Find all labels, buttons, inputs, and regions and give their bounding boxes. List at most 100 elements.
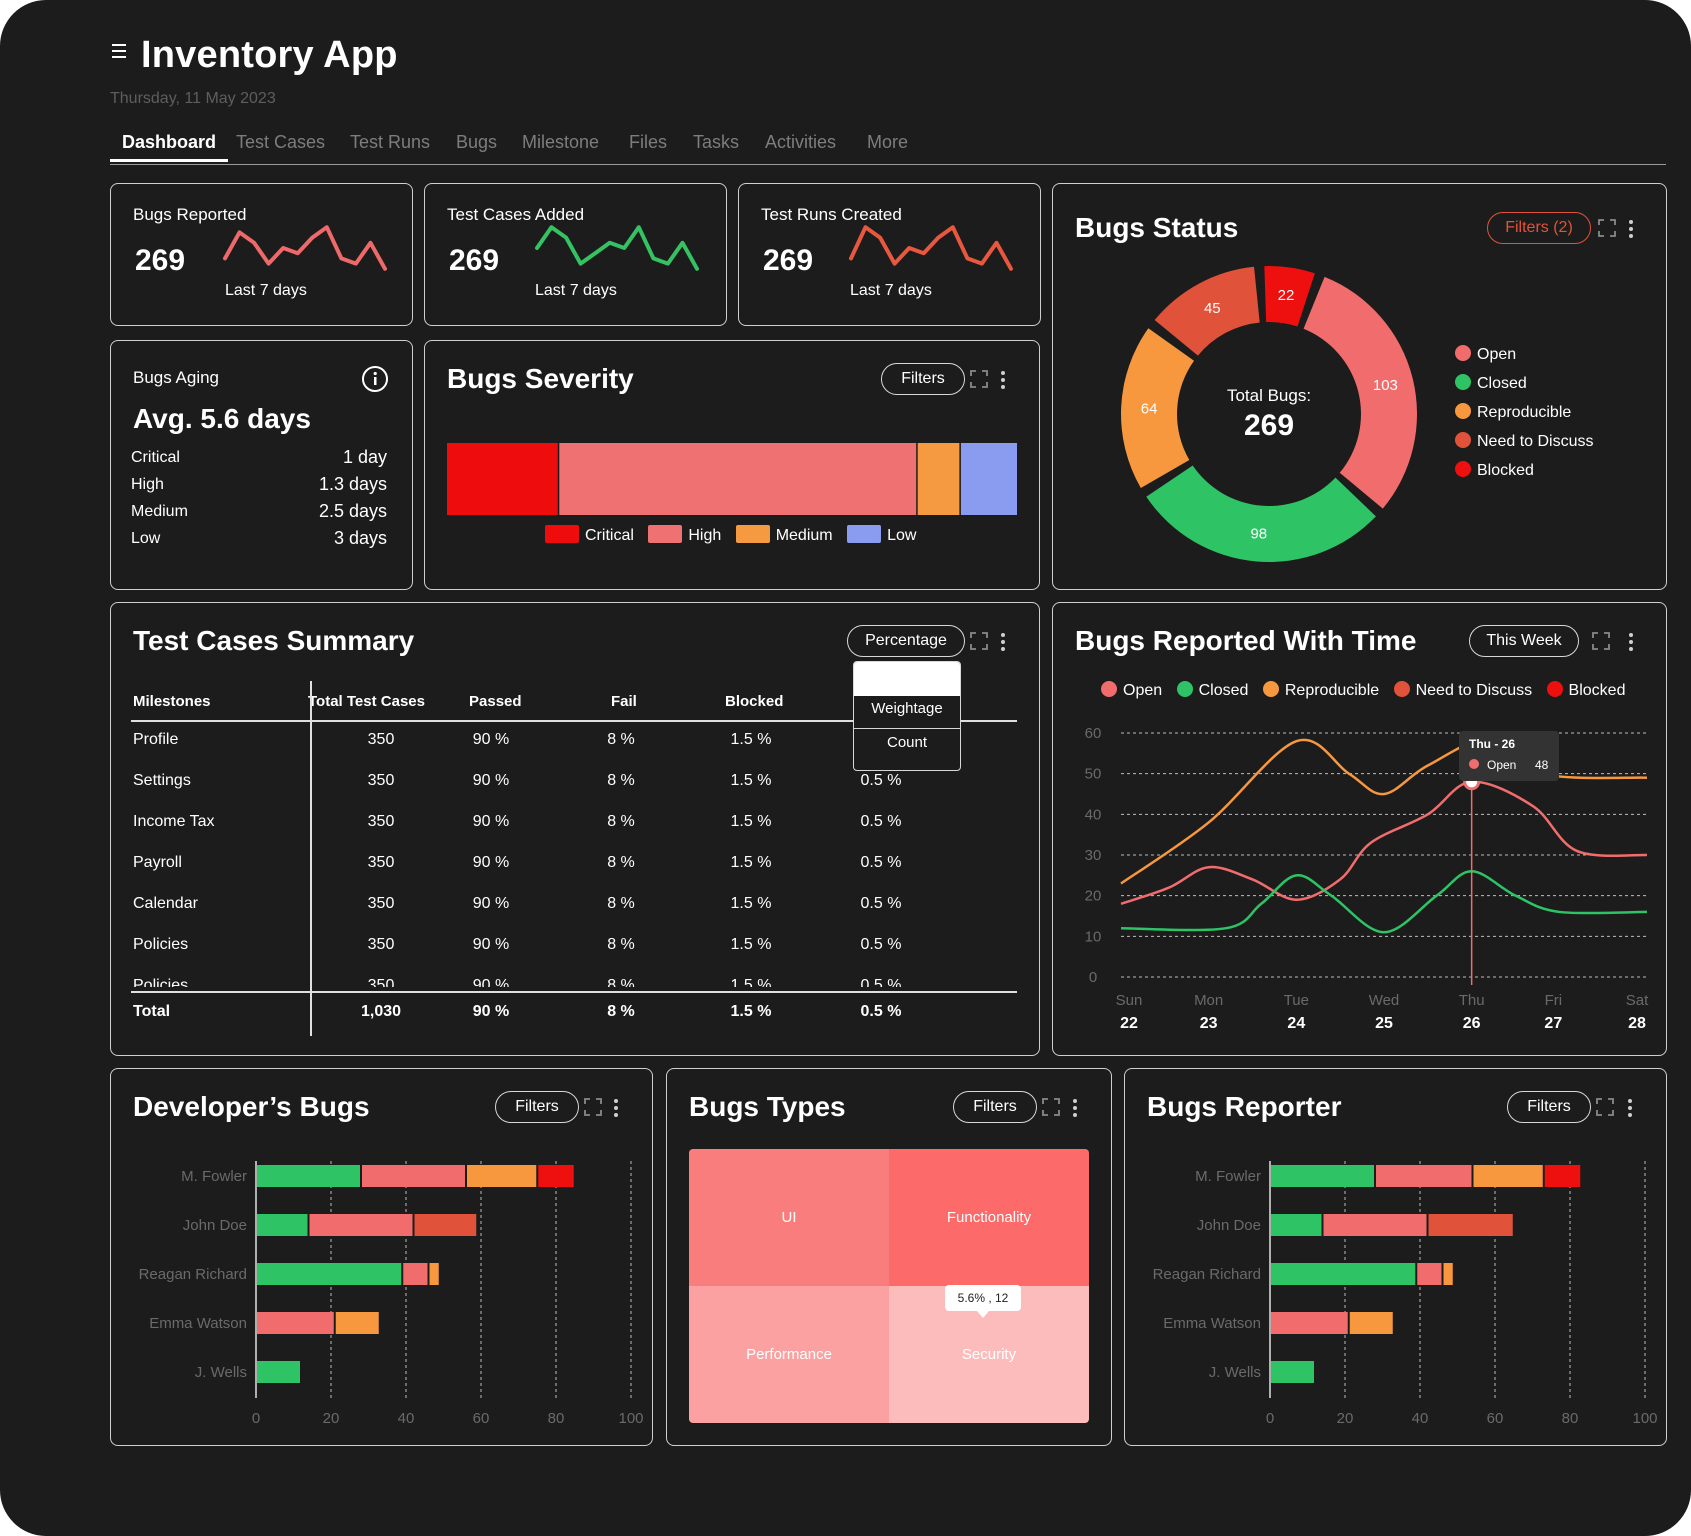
donut-slice-reproducible[interactable] [1121,328,1195,488]
filters-button[interactable]: Filters (2) [1487,212,1591,244]
tooltip-series: Open [1469,758,1516,772]
bar-segment[interactable] [403,1263,428,1285]
bar-segment[interactable] [414,1214,477,1236]
kpi-card-bugs-reported[interactable]: Bugs Reported 269 Last 7 days [110,183,413,326]
x-tick-day: Sat [1626,992,1649,1009]
severity-legend: Critical High Medium Low [545,525,916,545]
bar-segment[interactable] [1349,1312,1393,1334]
donut-slice-label: 45 [1204,300,1221,317]
bar-segment[interactable] [1473,1165,1543,1187]
x-tick-label: 100 [618,1410,643,1427]
bar-segment[interactable] [538,1165,574,1187]
more-options-icon[interactable] [1628,1099,1632,1120]
more-options-icon[interactable] [1629,633,1633,654]
x-tick-date: 24 [1287,1015,1305,1032]
x-tick-label: 80 [548,1410,565,1427]
status-donut-chart: 103 98 64 45 22 [1121,266,1417,562]
bar-segment[interactable] [1428,1214,1513,1236]
bar-segment[interactable] [1376,1165,1472,1187]
percentage-dropdown[interactable]: Percentage [847,625,965,657]
tab-test-runs[interactable]: Test Runs [350,132,431,152]
bar-segment[interactable] [257,1361,300,1383]
bar-segment[interactable] [1544,1165,1581,1187]
more-options-icon[interactable] [1629,220,1633,241]
bugs-reported-with-time-card: Bugs Reported With Time This Week Open C… [1052,602,1667,1056]
tab-tasks[interactable]: Tasks [693,132,740,152]
bar-segment[interactable] [1271,1165,1374,1187]
kpi-label: Test Runs Created [761,205,902,224]
donut-slice-need-to-discuss[interactable] [1154,266,1260,356]
bar-segment[interactable] [1271,1361,1314,1383]
severity-segment-critical[interactable] [447,443,558,515]
tab-activities[interactable]: Activities [765,132,837,152]
tab-more[interactable]: More [867,132,909,152]
bar-segment[interactable] [257,1263,402,1285]
bar-segment[interactable] [1323,1214,1427,1236]
time-range-dropdown[interactable]: This Week [1469,625,1579,657]
bar-segment[interactable] [1271,1263,1416,1285]
bar-segment[interactable] [257,1165,360,1187]
expand-icon[interactable] [1591,631,1611,651]
tab-bugs[interactable]: Bugs [456,132,498,152]
tab-files[interactable]: Files [629,132,668,152]
expand-icon[interactable] [583,1097,603,1117]
dropdown-option-selected[interactable] [854,662,960,696]
series-line-open[interactable] [1120,780,1648,905]
bar-segment[interactable] [335,1312,379,1334]
bar-segment[interactable] [1443,1263,1453,1285]
expand-icon[interactable] [969,369,989,389]
kpi-card-test-cases-added[interactable]: Test Cases Added 269 Last 7 days [424,183,727,326]
dropdown-option-weightage[interactable]: Weightage [871,700,943,717]
treemap-tooltip: 5.6% , 12 [945,1285,1021,1311]
bar-segment[interactable] [467,1165,537,1187]
kpi-card-test-runs-created[interactable]: Test Runs Created 269 Last 7 days [738,183,1041,326]
donut-slice-closed[interactable] [1146,465,1376,562]
bar-segment[interactable] [362,1165,465,1187]
x-tick-date: 28 [1628,1015,1646,1032]
expand-icon[interactable] [969,631,989,651]
developers-bugs-card: Developer’s Bugs Filters 0 20 40 60 80 100 M. … [110,1068,653,1446]
bar-segment[interactable] [1271,1214,1322,1236]
donut-slice-open[interactable] [1303,276,1417,509]
series-line-reproducible[interactable] [1120,735,1648,885]
severity-segment-high[interactable] [559,443,917,515]
bar-segment[interactable] [309,1214,413,1236]
filters-button[interactable]: Filters [495,1091,579,1123]
series-line-closed[interactable] [1120,870,1648,934]
bar-segment[interactable] [257,1312,334,1334]
bar-segment[interactable] [429,1263,439,1285]
dropdown-option-count[interactable]: Count [886,734,928,751]
filters-button[interactable]: Filters [881,363,965,395]
more-options-icon[interactable] [1001,371,1005,392]
kpi-sparkline [535,225,699,271]
tab-test-cases[interactable]: Test Cases [236,132,326,152]
filters-button[interactable]: Filters [953,1091,1037,1123]
bar-segment[interactable] [257,1214,308,1236]
kpi-sparkline [223,225,387,271]
more-options-icon[interactable] [1001,633,1005,654]
severity-segment-medium[interactable] [917,443,960,515]
treemap-cell-functionality[interactable]: Functionality [889,1149,1089,1286]
expand-icon[interactable] [1595,1097,1615,1117]
aging-row-low: Low 3 days [131,528,387,548]
donut-slice-blocked[interactable] [1264,266,1315,327]
bar-segment[interactable] [1271,1312,1348,1334]
tab-milestone[interactable]: Milestone [522,132,600,152]
y-category-label: John Doe [1197,1217,1261,1234]
hamburger-menu-icon[interactable] [112,44,126,62]
y-tick-label: 60 [1085,725,1102,742]
expand-icon[interactable] [1041,1097,1061,1117]
bar-segment[interactable] [1417,1263,1442,1285]
filters-button[interactable]: Filters [1507,1091,1591,1123]
expand-icon[interactable] [1597,218,1617,238]
more-options-icon[interactable] [614,1099,618,1120]
severity-segment-low[interactable] [960,443,1017,515]
tab-dashboard[interactable]: Dashboard [122,132,217,152]
treemap-cell-ui[interactable]: UI [689,1149,889,1286]
legend-label-medium: Medium [775,527,833,544]
treemap-cell-performance[interactable]: Performance [689,1286,889,1423]
more-options-icon[interactable] [1073,1099,1077,1120]
card-title: Bugs Reported With Time [1075,625,1417,656]
info-icon[interactable] [361,365,389,393]
y-category-label: M. Fowler [1195,1168,1261,1185]
